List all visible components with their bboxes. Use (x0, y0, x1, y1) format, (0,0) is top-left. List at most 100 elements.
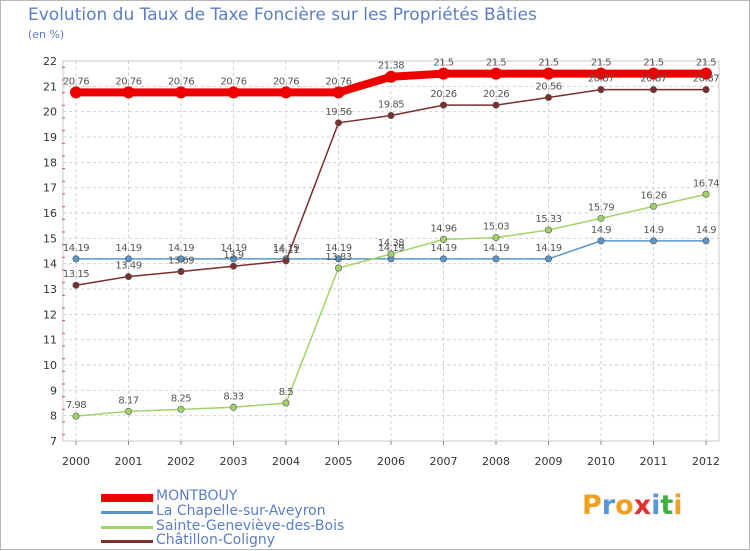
data-point-0 (385, 70, 397, 83)
data-point-3 (177, 268, 185, 276)
data-label-2: 15.79 (588, 202, 614, 213)
y-tick-label: 10 (43, 359, 57, 372)
y-tick-label: 15 (43, 232, 57, 245)
data-point-1 (334, 255, 342, 263)
data-label-0: 20.76 (273, 76, 299, 87)
data-label-2: 8.5 (279, 387, 294, 398)
data-point-2 (702, 190, 710, 198)
legend-label-la-chapelle: La Chapelle-sur-Aveyron (156, 503, 326, 519)
x-tick-label: 2002 (167, 455, 195, 468)
data-point-3 (702, 86, 710, 94)
legend-swatch-montbouy (101, 494, 153, 502)
legend-label-chatillon: Châtillon-Coligny (156, 532, 276, 548)
x-tick-label: 2006 (377, 455, 405, 468)
data-point-1 (544, 255, 552, 263)
data-point-3 (544, 93, 552, 101)
y-tick-label: 18 (43, 156, 57, 169)
x-tick-label: 2008 (482, 455, 510, 468)
data-point-2 (72, 412, 80, 420)
data-label-0: 21.5 (591, 58, 611, 69)
data-label-2: 14.96 (430, 223, 456, 234)
data-label-2: 7.98 (66, 400, 86, 411)
logo-letter: x (633, 490, 652, 521)
data-point-3 (230, 262, 238, 270)
data-label-1: 14.19 (168, 243, 194, 254)
data-point-0 (542, 67, 555, 80)
data-label-3: 20.56 (535, 81, 561, 92)
data-point-0 (700, 67, 712, 80)
y-tick-label: 22 (43, 55, 57, 68)
data-label-1: 14.19 (483, 243, 509, 254)
data-point-1 (439, 255, 447, 263)
proxiti-logo: Proxiti (582, 490, 683, 521)
data-label-0: 20.76 (63, 76, 89, 87)
x-tick-label: 2003 (220, 455, 248, 468)
y-tick-label: 21 (43, 80, 57, 93)
x-tick-label: 2009 (535, 455, 563, 468)
data-label-2: 8.25 (171, 393, 191, 404)
y-tick-label: 9 (50, 384, 57, 397)
data-label-1: 14.9 (696, 225, 716, 236)
series-layer (70, 67, 712, 420)
data-point-0 (437, 67, 450, 80)
data-label-1: 14.9 (643, 225, 663, 236)
data-label-1: 14.19 (63, 243, 89, 254)
data-label-layer: 20.76 20.76 20.76 20.76 20.76 20.76 21.38 21.5 2… (63, 58, 720, 412)
data-point-2 (334, 264, 342, 272)
y-tick-label: 11 (43, 334, 57, 347)
data-point-3 (492, 101, 500, 109)
data-label-3: 20.26 (430, 89, 456, 100)
data-point-1 (125, 255, 133, 263)
data-point-0 (227, 86, 240, 99)
logo-letter: i (673, 490, 683, 521)
data-point-1 (72, 255, 80, 263)
logo-letter: r (601, 490, 616, 521)
data-point-2 (125, 407, 133, 415)
data-point-2 (492, 234, 500, 242)
chart-title: Evolution du Taux de Taxe Foncière sur l… (28, 5, 537, 25)
data-point-3 (649, 86, 657, 94)
data-label-0: 21.5 (433, 58, 453, 69)
y-tick-label: 7 (50, 435, 57, 448)
data-label-3: 13.9 (223, 250, 243, 261)
data-point-3 (125, 273, 133, 281)
logo-letter: t (660, 490, 674, 521)
data-point-0 (647, 67, 660, 80)
data-point-1 (702, 237, 710, 245)
data-point-0 (122, 86, 135, 99)
data-label-1: 14.19 (115, 243, 141, 254)
data-point-2 (387, 250, 395, 258)
data-label-3: 13.49 (115, 261, 141, 272)
legend-label-montbouy: MONTBOUY (156, 488, 238, 504)
data-label-2: 8.33 (223, 391, 243, 402)
y-tick-label: 20 (43, 106, 57, 119)
data-point-2 (230, 403, 238, 411)
legend-label-sainte-genevieve: Sainte-Geneviève-des-Bois (156, 518, 345, 534)
data-point-2 (439, 235, 447, 243)
data-point-1 (492, 255, 500, 263)
data-label-0: 21.5 (538, 58, 558, 69)
y-tick-label: 19 (43, 131, 57, 144)
x-tick-label: 2001 (115, 455, 143, 468)
logo-letter: i (651, 490, 661, 521)
data-label-0: 21.5 (696, 58, 716, 69)
data-label-1: 14.19 (273, 243, 299, 254)
x-tick-label: 2012 (692, 455, 720, 468)
legend-swatch-la-chapelle (101, 511, 153, 514)
data-label-1: 14.19 (430, 243, 456, 254)
data-point-1 (230, 255, 238, 263)
data-point-0 (490, 67, 502, 80)
data-point-1 (177, 255, 185, 263)
data-label-1: 14.19 (535, 243, 561, 254)
data-label-2: 16.74 (693, 178, 719, 189)
x-tick-label: 2004 (272, 455, 300, 468)
data-label-1: 14.19 (325, 243, 351, 254)
x-tick-label: 2010 (587, 455, 615, 468)
y-axis-unit-label: (en %) (28, 28, 65, 41)
y-tick-label: 8 (50, 410, 57, 423)
data-label-0: 21.5 (643, 58, 663, 69)
data-label-0: 20.76 (220, 76, 246, 87)
axis-layer: 7 8 9 10 11 12 13 14 15 16 17 18 19 20 21 22 2000 2001 200… (43, 55, 720, 468)
